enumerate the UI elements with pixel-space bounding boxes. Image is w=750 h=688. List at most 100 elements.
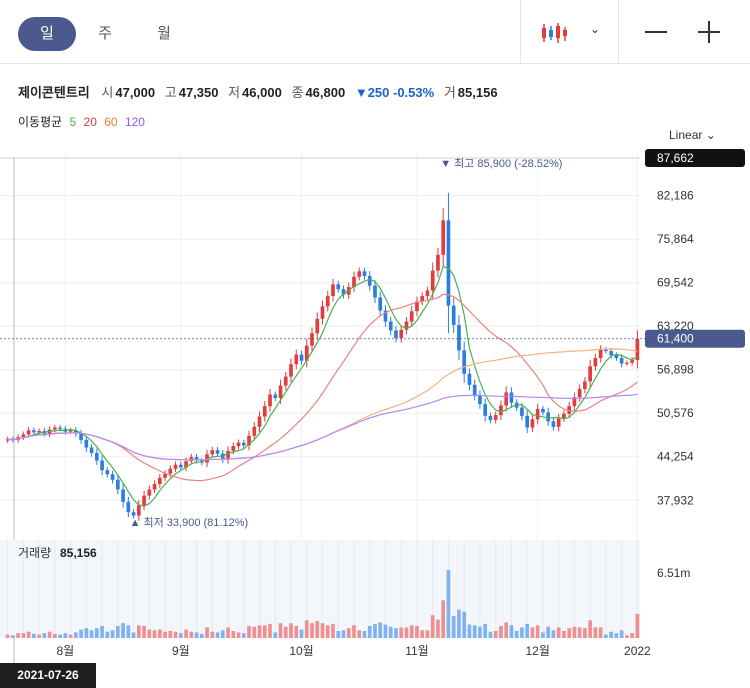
- candle-body: [409, 311, 414, 322]
- tab-weekly[interactable]: 주: [98, 25, 112, 42]
- candle-body: [121, 489, 125, 502]
- y-tick-label: 37,932: [657, 493, 694, 507]
- candle-body: [79, 433, 83, 440]
- candle-body: [310, 333, 314, 346]
- candle-body: [173, 464, 178, 469]
- candle-body: [451, 305, 456, 325]
- volume-bar: [215, 632, 220, 638]
- candle-body: [95, 452, 99, 461]
- candle-body: [21, 434, 26, 438]
- candle-body: [304, 345, 309, 361]
- tab-daily[interactable]: 일: [18, 17, 76, 51]
- candle-body: [373, 285, 377, 298]
- volume-bar: [100, 626, 104, 638]
- volume-bar: [205, 627, 209, 638]
- volume-bar: [399, 627, 404, 638]
- volume-bar: [157, 629, 162, 638]
- volume-bar: [577, 627, 582, 638]
- chevron-down-icon[interactable]: ⌄: [590, 22, 601, 36]
- volume-bar: [488, 631, 493, 638]
- volume-bar: [310, 623, 314, 638]
- volume-bar: [268, 623, 272, 638]
- scale-mode-button[interactable]: Linear ⌄: [669, 128, 716, 142]
- volume-bar: [619, 630, 624, 638]
- volume-bar: [373, 623, 377, 638]
- volume-bar: [530, 627, 535, 638]
- volume-bar: [394, 628, 398, 638]
- candle-body: [105, 470, 110, 475]
- candle-body: [546, 412, 550, 422]
- volume-bar: [11, 635, 15, 638]
- volume-bar: [336, 631, 341, 638]
- candle-body: [478, 395, 482, 405]
- minus-icon[interactable]: [645, 31, 667, 33]
- chart-toolbar: 일 주 월 ⌄: [0, 0, 750, 64]
- candle-body: [194, 457, 199, 461]
- volume-bar: [462, 611, 467, 638]
- volume-bar: [367, 626, 372, 638]
- candle-body: [231, 446, 236, 451]
- scale-mode-label: Linear: [669, 128, 703, 142]
- volume-bar: [58, 634, 62, 638]
- volume-bar: [609, 631, 613, 638]
- volume-bar: [252, 626, 257, 638]
- candle-body: [493, 415, 498, 420]
- volume-bar: [583, 628, 587, 638]
- ma120-label[interactable]: 120: [124, 115, 145, 129]
- candle-body: [283, 376, 288, 386]
- volume-value: 85,156: [457, 85, 498, 100]
- candle-body: [257, 416, 262, 427]
- volume-bar: [26, 631, 31, 638]
- x-tick-label: 8월: [56, 644, 74, 658]
- max-annotation: ▼ 최고 85,900 (-28.52%): [440, 157, 562, 170]
- ma5-label[interactable]: 5: [69, 115, 77, 129]
- stock-name: 제이콘텐트리: [18, 85, 90, 100]
- volume-bar: [121, 623, 125, 638]
- ma60-label[interactable]: 60: [104, 115, 118, 129]
- top-price-badge: [645, 149, 745, 167]
- candle-body: [74, 430, 78, 434]
- y-tick-label: 44,254: [657, 450, 694, 464]
- candle-body: [362, 271, 367, 277]
- candle-body: [425, 290, 430, 297]
- candle-body: [210, 450, 215, 455]
- volume-bar: [241, 633, 246, 638]
- candle-body: [215, 450, 220, 454]
- candle-body: [299, 354, 304, 361]
- volume-bar: [115, 626, 120, 638]
- volume-bar: [509, 625, 514, 638]
- volume-bar: [273, 632, 278, 638]
- candle-body: [142, 495, 146, 506]
- ma-label: 이동평균: [18, 115, 63, 129]
- volume-bar: [105, 631, 110, 638]
- volume-bar: [42, 633, 47, 638]
- candle-body: [273, 394, 278, 398]
- candle-body: [315, 318, 320, 334]
- candle-body: [535, 408, 540, 420]
- candle-body: [619, 358, 624, 364]
- volume-bar: [331, 623, 335, 638]
- candle-body: [205, 454, 209, 463]
- volume-bar: [247, 626, 251, 638]
- y-tick-label: 63,220: [657, 319, 694, 333]
- volume-bar: [226, 627, 230, 638]
- change-value: ▼250 -0.53%: [354, 85, 435, 100]
- volume-bar: [257, 625, 262, 638]
- high-value: 47,350: [178, 85, 219, 100]
- ma20-label[interactable]: 20: [83, 115, 97, 129]
- y-tick-label: 50,576: [657, 406, 694, 420]
- volume-title: 거래량: [18, 546, 51, 560]
- candle-body: [294, 354, 299, 365]
- high-label: 고: [164, 85, 177, 100]
- volume-bar: [21, 633, 26, 638]
- x-tick-label: 2022: [624, 644, 651, 658]
- candle-body: [415, 301, 419, 312]
- volume-bar: [131, 632, 136, 638]
- volume-bar: [499, 626, 503, 638]
- volume-bar: [593, 627, 598, 638]
- tab-monthly[interactable]: 월: [157, 25, 171, 42]
- volume-bar: [142, 626, 146, 638]
- candlestick-icon[interactable]: [540, 22, 570, 44]
- volume-bar: [420, 630, 425, 638]
